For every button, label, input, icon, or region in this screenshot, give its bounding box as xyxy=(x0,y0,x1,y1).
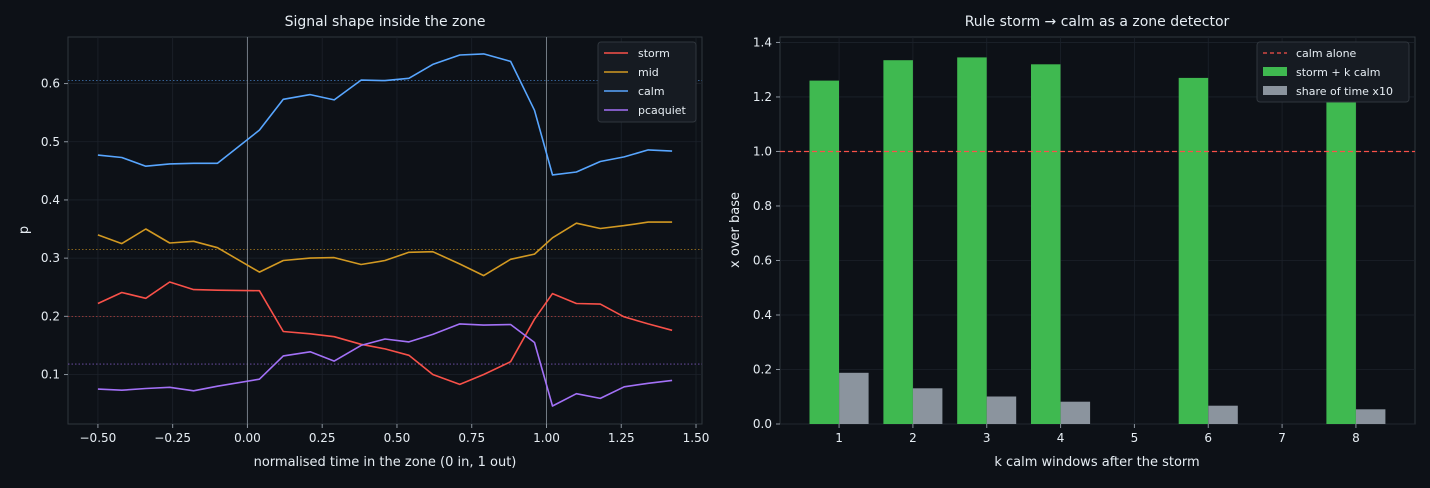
bar-storm-k-calm-4 xyxy=(1031,64,1061,425)
left-y-axis-label: p xyxy=(17,226,32,234)
legend-label-calm: calm xyxy=(638,85,665,98)
bar-share-of-time-4 xyxy=(1060,401,1091,424)
legend-label-mid: mid xyxy=(638,66,659,79)
bar-storm-k-calm-1 xyxy=(809,80,839,424)
left-chart-title: Signal shape inside the zone xyxy=(285,14,486,30)
right-chart-title: Rule storm → calm as a zone detector xyxy=(965,14,1230,30)
right-y-ticks: 0.0 0.2 0.4 0.6 0.8 1.0 1.2 1.4 xyxy=(753,35,780,431)
bar-storm-k-calm-2 xyxy=(883,60,913,424)
left-x-tick-label: 0.25 xyxy=(309,431,336,445)
legend-label-pcaquiet: pcaquiet xyxy=(638,104,687,117)
left-x-tick-label: 0.50 xyxy=(384,431,411,445)
right-y-axis-label: x over base xyxy=(728,192,743,268)
left-y-tick-label: 0.5 xyxy=(41,135,60,149)
legend-label-series-1: storm + k calm xyxy=(1296,66,1380,79)
right-legend: calm alone storm + k calm share of time x1… xyxy=(1256,41,1410,103)
left-series-lines xyxy=(97,53,673,407)
series-line-storm xyxy=(97,281,673,386)
right-y-tick-label: 0.6 xyxy=(753,253,772,267)
series-line-calm xyxy=(97,53,673,176)
right-bars xyxy=(809,57,1386,425)
legend-swatch-series-2 xyxy=(1263,86,1287,95)
left-legend: storm mid calm pcaquiet xyxy=(597,41,697,123)
left-zone-boundaries xyxy=(246,37,547,424)
left-y-tick-label: 0.2 xyxy=(41,309,60,323)
right-x-tick-label: 8 xyxy=(1352,431,1360,445)
left-x-tick-label: 1.25 xyxy=(608,431,635,445)
right-x-tick-label: 6 xyxy=(1204,431,1212,445)
legend-label-storm: storm xyxy=(638,47,670,60)
left-y-tick-label: 0.1 xyxy=(41,368,60,382)
left-mean-lines xyxy=(68,80,702,365)
left-y-tick-label: 0.4 xyxy=(41,193,60,207)
right-y-tick-label: 1.2 xyxy=(753,90,772,104)
right-y-tick-label: 1.0 xyxy=(753,144,772,158)
right-x-ticks: 1 2 3 4 5 6 7 8 xyxy=(835,424,1360,445)
right-x-tick-label: 5 xyxy=(1131,431,1139,445)
left-plot-area xyxy=(67,36,703,425)
left-y-tick-label: 0.6 xyxy=(41,77,60,91)
left-legend-box xyxy=(597,41,697,123)
bar-storm-k-calm-6 xyxy=(1178,77,1209,425)
bar-storm-k-calm-8 xyxy=(1326,99,1356,424)
left-x-axis-label: normalised time in the zone (0 in, 1 out… xyxy=(254,455,517,470)
right-x-axis-label: k calm windows after the storm xyxy=(994,455,1199,470)
left-x-tick-label: 0.75 xyxy=(458,431,485,445)
left-x-tick-label: 1.00 xyxy=(533,431,560,445)
left-y-ticks: 0.1 0.2 0.3 0.4 0.5 0.6 xyxy=(41,77,68,382)
left-y-tick-label: 0.3 xyxy=(41,251,60,265)
right-legend-box xyxy=(1256,41,1410,103)
series-line-mid xyxy=(97,221,673,277)
left-x-tick-label: −0.25 xyxy=(154,431,191,445)
right-chart-panel: 1 2 3 4 5 6 7 8 0.0 0.2 0.4 0.6 0.8 1.0 1.2 1.4 Rule s… xyxy=(728,14,1416,470)
right-y-tick-label: 0.0 xyxy=(753,417,772,431)
right-x-tick-label: 3 xyxy=(983,431,991,445)
left-x-tick-label: −0.50 xyxy=(80,431,117,445)
left-x-ticks: −0.50 −0.25 0.00 0.25 0.50 0.75 1.00 1.25 1.50 xyxy=(80,424,710,445)
legend-label-series-2: share of time x10 xyxy=(1296,85,1393,98)
legend-swatch-series-1 xyxy=(1263,67,1287,76)
bar-share-of-time-6 xyxy=(1208,405,1238,424)
right-y-tick-label: 0.2 xyxy=(753,362,772,376)
right-y-tick-label: 0.4 xyxy=(753,308,772,322)
right-y-tick-label: 1.4 xyxy=(753,35,772,49)
bar-share-of-time-3 xyxy=(986,396,1017,424)
right-x-tick-label: 4 xyxy=(1057,431,1065,445)
left-x-tick-label: 0.00 xyxy=(234,431,261,445)
right-x-tick-label: 7 xyxy=(1278,431,1286,445)
right-y-tick-label: 0.8 xyxy=(753,199,772,213)
bar-storm-k-calm-3 xyxy=(957,57,987,425)
bar-share-of-time-1 xyxy=(839,372,869,424)
series-line-pcaquiet xyxy=(97,323,673,407)
left-chart-panel: −0.50 −0.25 0.00 0.25 0.50 0.75 1.00 1.25 1.50 0… xyxy=(17,14,709,470)
right-x-tick-label: 2 xyxy=(909,431,917,445)
bar-share-of-time-2 xyxy=(912,388,943,424)
left-x-tick-label: 1.50 xyxy=(683,431,710,445)
legend-label-calm-alone: calm alone xyxy=(1296,47,1357,60)
bar-share-of-time-8 xyxy=(1355,409,1386,424)
right-x-tick-label: 1 xyxy=(835,431,843,445)
